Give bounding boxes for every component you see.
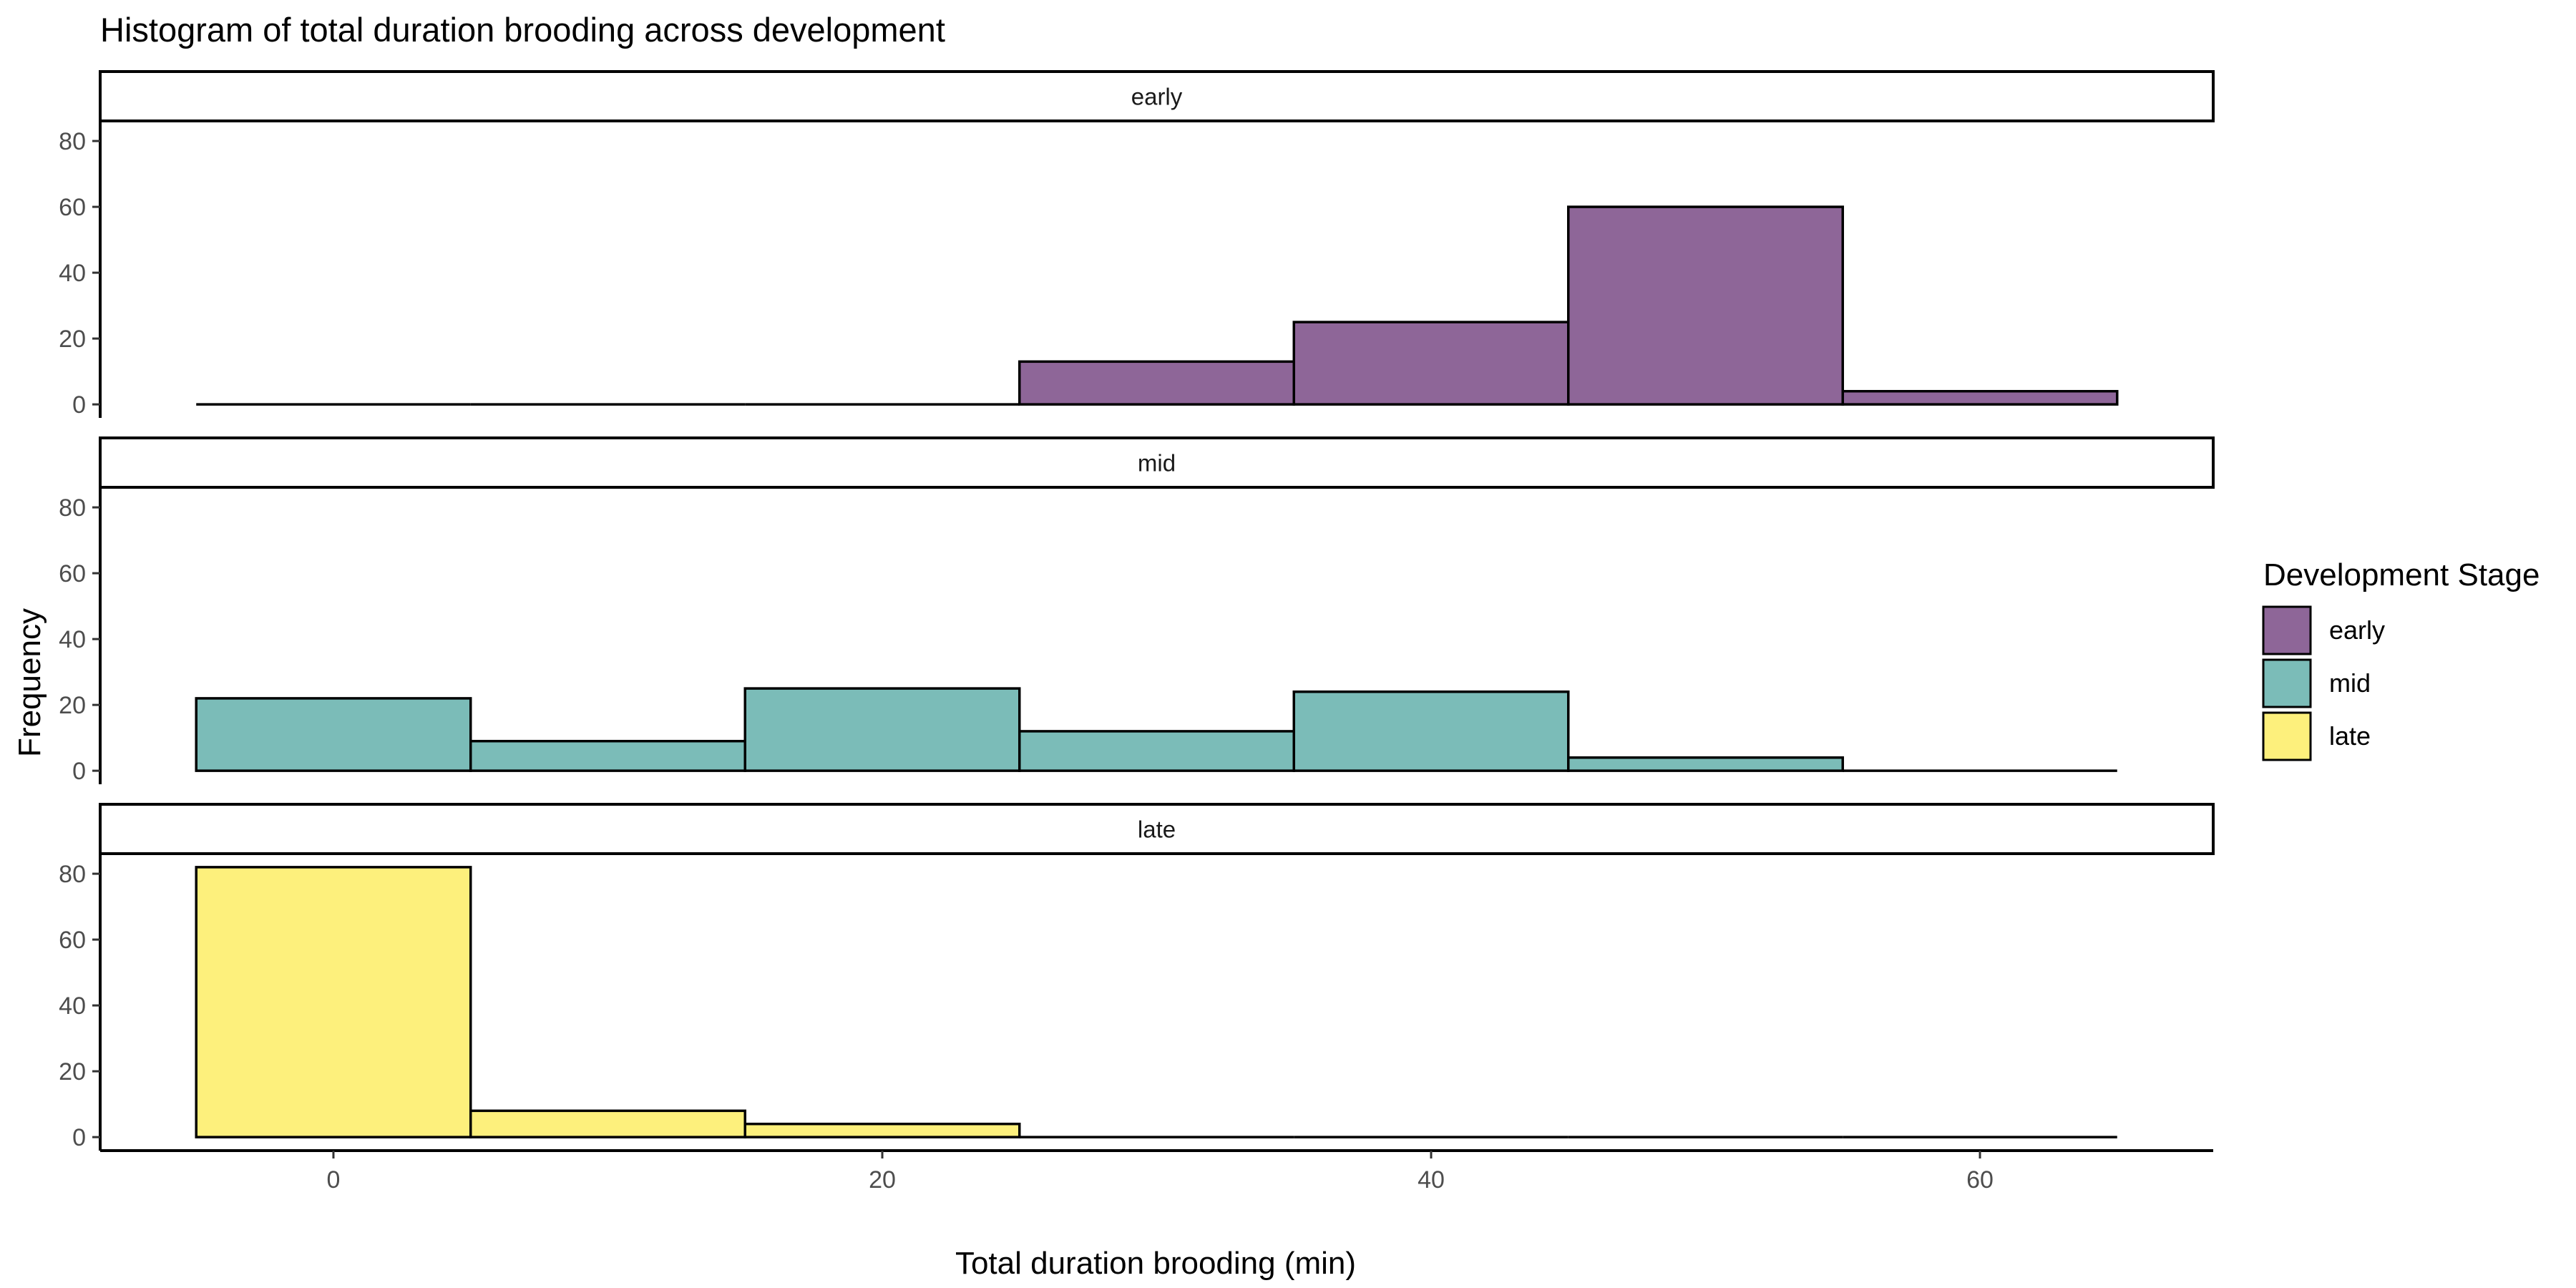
legend-key-early xyxy=(2262,605,2312,655)
y-tick-label: 80 xyxy=(59,128,86,155)
facet-strip-label: early xyxy=(1131,84,1183,110)
legend-label-late: late xyxy=(2329,721,2371,751)
histogram-bar xyxy=(1018,730,1296,772)
facet-strip-label: mid xyxy=(1138,450,1176,477)
legend-label-mid: mid xyxy=(2329,668,2371,698)
y-tick-label: 60 xyxy=(59,927,86,954)
x-axis-title: Total duration brooding (min) xyxy=(955,1246,1356,1281)
y-tick-label: 0 xyxy=(72,391,86,419)
facet-strip-late xyxy=(99,803,2215,855)
y-tick-label: 40 xyxy=(59,626,86,653)
facet-panel-mid: mid 0 20 40 60 80 xyxy=(59,436,2215,785)
y-tick-label: 80 xyxy=(59,494,86,522)
histogram-bar xyxy=(1292,321,1570,406)
y-tick-label: 60 xyxy=(59,560,86,587)
y-tick-label: 80 xyxy=(59,861,86,888)
legend-title: Development Stage xyxy=(2263,557,2540,592)
facet-panels: early 0 20 40 60 80 mid 0 20 40 60 80 late 0 20 40 60 80 xyxy=(59,70,2215,1151)
histogram-bar xyxy=(743,687,1021,772)
y-tick-label: 40 xyxy=(59,992,86,1020)
legend-key-late xyxy=(2262,711,2312,761)
histogram-bar xyxy=(195,697,472,772)
x-tick-label: 20 xyxy=(869,1166,896,1194)
facet-panel-late: late 0 20 40 60 80 xyxy=(59,803,2215,1151)
legend: Development Stage early mid late xyxy=(2262,557,2540,761)
y-tick-label: 20 xyxy=(59,692,86,719)
histogram-bar xyxy=(195,866,472,1138)
histogram-bar xyxy=(1018,360,1296,406)
y-tick-label: 40 xyxy=(59,260,86,287)
y-tick-label: 60 xyxy=(59,194,86,221)
histogram-bar xyxy=(1567,205,1845,406)
x-tick-label: 0 xyxy=(327,1166,341,1194)
facet-strip-label: late xyxy=(1138,816,1176,843)
facet-strip-mid xyxy=(99,436,2215,489)
y-tick-label: 20 xyxy=(59,326,86,353)
x-tick-label: 60 xyxy=(1966,1166,1994,1194)
legend-key-mid xyxy=(2262,658,2312,708)
y-axis-title: Frequency xyxy=(12,608,47,757)
facet-strip-early xyxy=(99,70,2215,122)
histogram-bar xyxy=(1567,756,1845,772)
facet-panel-early: early 0 20 40 60 80 xyxy=(59,70,2215,419)
histogram-bar xyxy=(743,1122,1021,1138)
legend-label-early: early xyxy=(2329,615,2385,645)
x-tick-label: 40 xyxy=(1418,1166,1445,1194)
chart-title: Histogram of total duration brooding acr… xyxy=(100,11,945,49)
y-tick-label: 20 xyxy=(59,1058,86,1085)
x-axis: 0 20 40 60 xyxy=(100,1149,2213,1194)
histogram-bar xyxy=(469,739,746,772)
y-tick-label: 0 xyxy=(72,758,86,785)
y-tick-label: 0 xyxy=(72,1124,86,1151)
histogram-bar xyxy=(1841,389,2119,406)
histogram-bar xyxy=(469,1109,746,1138)
histogram-bar xyxy=(1292,690,1570,772)
